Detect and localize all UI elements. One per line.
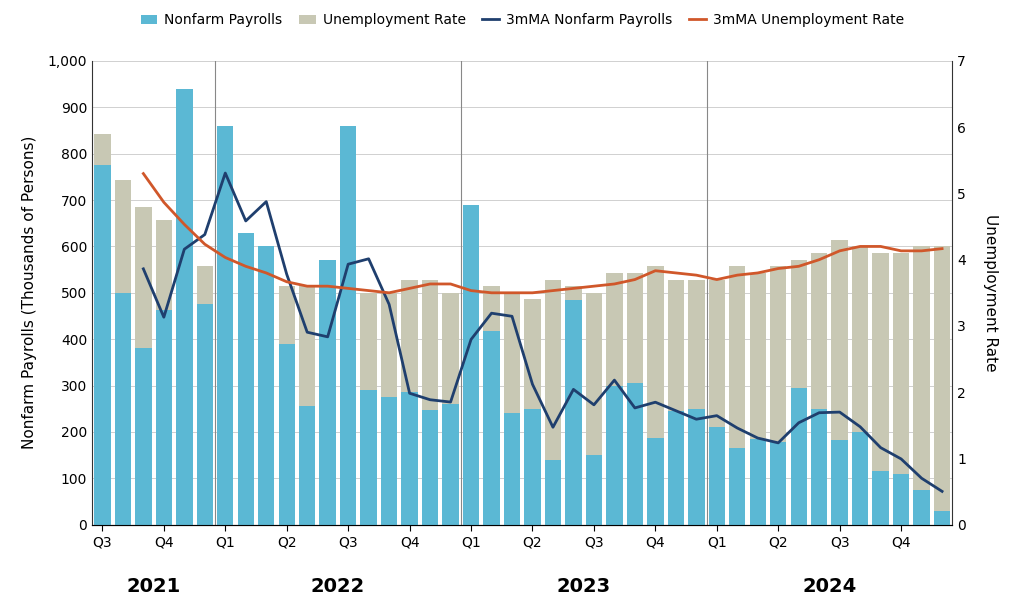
Bar: [770, 267, 786, 525]
Bar: [422, 410, 438, 525]
Bar: [913, 490, 930, 525]
Bar: [627, 273, 643, 525]
Bar: [831, 240, 848, 525]
Bar: [197, 304, 213, 525]
Bar: [852, 246, 868, 525]
Bar: [299, 406, 315, 525]
Bar: [709, 279, 725, 525]
Bar: [893, 473, 909, 525]
Bar: [360, 390, 377, 525]
Bar: [238, 273, 254, 525]
Bar: [934, 511, 950, 525]
Bar: [176, 89, 193, 525]
Bar: [688, 279, 705, 525]
Bar: [872, 253, 889, 525]
Bar: [94, 134, 111, 525]
Bar: [852, 432, 868, 525]
Bar: [606, 273, 623, 525]
Bar: [688, 409, 705, 525]
Bar: [381, 397, 397, 525]
Bar: [442, 404, 459, 525]
Bar: [586, 455, 602, 525]
Text: 2022: 2022: [311, 578, 365, 597]
Bar: [811, 253, 827, 525]
Text: 2024: 2024: [803, 578, 856, 597]
Bar: [647, 438, 664, 525]
Bar: [238, 232, 254, 525]
Bar: [217, 260, 233, 525]
Bar: [483, 331, 500, 525]
Bar: [729, 448, 745, 525]
Bar: [176, 246, 193, 525]
Bar: [668, 279, 684, 525]
Bar: [463, 205, 479, 525]
Bar: [299, 286, 315, 525]
Bar: [319, 260, 336, 525]
Bar: [504, 293, 520, 525]
Bar: [279, 286, 295, 525]
Bar: [750, 273, 766, 525]
Bar: [401, 392, 418, 525]
Bar: [831, 440, 848, 525]
Bar: [442, 293, 459, 525]
Bar: [258, 286, 274, 525]
Bar: [94, 165, 111, 525]
Bar: [401, 279, 418, 525]
Bar: [770, 442, 786, 525]
Bar: [504, 414, 520, 525]
Bar: [934, 246, 950, 525]
Bar: [524, 300, 541, 525]
Legend: Nonfarm Payrolls, Unemployment Rate, 3mMA Nonfarm Payrolls, 3mMA Unemployment Ra: Nonfarm Payrolls, Unemployment Rate, 3mM…: [135, 8, 909, 33]
Bar: [340, 126, 356, 525]
Bar: [811, 409, 827, 525]
Bar: [791, 388, 807, 525]
Bar: [217, 126, 233, 525]
Bar: [463, 300, 479, 525]
Bar: [913, 246, 930, 525]
Bar: [668, 411, 684, 525]
Bar: [791, 260, 807, 525]
Text: 2021: 2021: [127, 578, 180, 597]
Bar: [606, 386, 623, 525]
Bar: [524, 409, 541, 525]
Bar: [115, 180, 131, 525]
Bar: [258, 246, 274, 525]
Bar: [381, 293, 397, 525]
Bar: [197, 267, 213, 525]
Bar: [156, 220, 172, 525]
Bar: [729, 267, 745, 525]
Bar: [586, 293, 602, 525]
Bar: [647, 267, 664, 525]
Bar: [750, 439, 766, 525]
Bar: [627, 383, 643, 525]
Text: 2023: 2023: [557, 578, 610, 597]
Bar: [135, 348, 152, 525]
Bar: [360, 293, 377, 525]
Bar: [340, 293, 356, 525]
Bar: [893, 253, 909, 525]
Bar: [422, 279, 438, 525]
Bar: [709, 427, 725, 525]
Bar: [319, 286, 336, 525]
Bar: [279, 344, 295, 525]
Bar: [135, 207, 152, 525]
Y-axis label: Unemployment Rate: Unemployment Rate: [983, 214, 997, 371]
Bar: [115, 293, 131, 525]
Bar: [545, 460, 561, 525]
Y-axis label: Nonfarm Payrolls (Thousands of Persons): Nonfarm Payrolls (Thousands of Persons): [22, 136, 37, 450]
Bar: [872, 472, 889, 525]
Bar: [545, 279, 561, 525]
Bar: [565, 300, 582, 525]
Bar: [156, 310, 172, 525]
Bar: [565, 286, 582, 525]
Bar: [483, 286, 500, 525]
